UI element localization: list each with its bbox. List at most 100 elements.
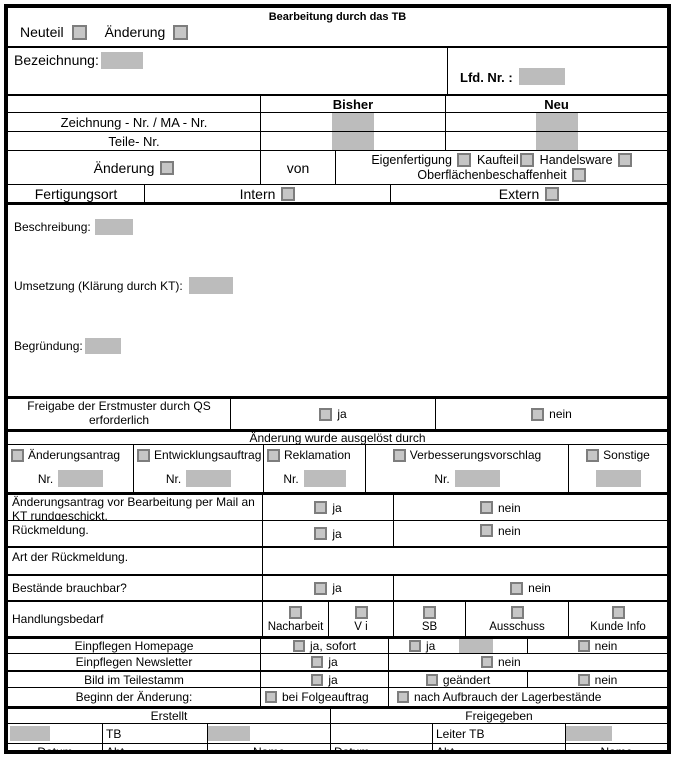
vi-cell: V i [328,602,393,636]
entwicklungsauftrag-checkbox[interactable] [137,448,150,462]
freigabe-nein-label: nein [549,407,572,421]
homepage-field[interactable] [459,639,494,653]
aenderung-cell: Änderung [8,151,260,184]
vi-checkbox[interactable] [354,606,368,619]
art-rueckmeldung-label: Art der Rückmeldung. [12,550,129,564]
entwicklungsauftrag-nr-field[interactable] [186,470,232,487]
option-nr: Nr. [434,470,500,487]
mail-nein-checkbox[interactable] [480,501,493,514]
reklamation-nr-field[interactable] [303,470,346,487]
sonstige-checkbox[interactable] [586,448,600,462]
rueckmeldung-nein-checkbox[interactable] [480,524,493,537]
umsetzung-field[interactable] [188,277,233,294]
reklamation-checkbox[interactable] [267,448,280,462]
beschreibung-field[interactable] [94,219,133,235]
sonstige-field[interactable] [595,470,641,487]
begruendung-field[interactable] [84,338,121,354]
sonstige-label: Sonstige [603,448,650,462]
bestaende-ja-checkbox[interactable] [314,581,328,595]
neu-header: Neu [445,96,667,112]
homepage-nein-label: nein [594,639,618,653]
aenderung-row-checkbox[interactable] [160,160,175,175]
folgeauftrag-checkbox[interactable] [265,691,277,703]
bestaende-nein-checkbox[interactable] [510,581,524,595]
neuteil-checkbox[interactable] [71,24,87,40]
rueckmeldung-ja-checkbox[interactable] [314,527,328,540]
name-label-1: Name [207,744,330,750]
eigenfertigung-checkbox[interactable] [456,152,471,167]
homepage-ja-sofort-checkbox[interactable] [292,640,305,652]
newsletter-ja-checkbox[interactable] [311,656,324,668]
umsetzung-row: Umsetzung (Klärung durch KT): [14,277,233,294]
kunde-info-cell: Kunde Info [568,602,667,636]
freetext-section: Beschreibung: Umsetzung (Klärung durch K… [8,202,667,396]
mail-ja-checkbox[interactable] [314,501,328,514]
teile-bisher-field[interactable] [332,132,374,150]
aufbrauch-checkbox[interactable] [397,691,409,703]
erstellt-datum-field[interactable] [10,726,50,741]
teilestamm-nein-cell: nein [527,672,667,687]
rueckmeldung-row: Rückmeldung. ja nein [8,520,667,546]
homepage-nein-checkbox[interactable] [577,640,590,652]
extern-label: Extern [498,185,540,202]
newsletter-nein-checkbox[interactable] [481,656,493,668]
freigabe-ja-checkbox[interactable] [319,407,333,421]
ausschuss-checkbox[interactable] [510,606,524,619]
erstellt-name-field[interactable] [208,726,250,741]
oberflaeche-label: Oberflächenbeschaffenheit [417,168,567,182]
kaufteil-checkbox[interactable] [519,152,534,167]
aenderungsantrag-checkbox[interactable] [11,448,24,462]
teilestamm-nein-label: nein [594,672,618,687]
lfd-nr-field[interactable] [518,68,565,85]
kunde-info-checkbox[interactable] [611,606,625,619]
art-rueckmeldung-field-cell[interactable] [262,548,667,574]
datum-label-1: Datum [37,745,73,754]
intern-checkbox[interactable] [281,186,296,201]
teilestamm-ja-label: ja [328,672,338,687]
bezeichnung-field[interactable] [100,52,143,69]
rueckmeldung-ja-cell: ja [262,521,393,546]
freigabe-nein-checkbox[interactable] [531,407,545,421]
bestaende-ja-label: ja [332,581,342,595]
ausgeloest-options-row: Änderungsantrag Nr. Entwicklungsauftrag … [8,444,667,492]
newsletter-ja-cell: ja [260,654,388,670]
sb-cell: SB [393,602,465,636]
signature-label-row: Datum Abt. Name Datum Abt. Name [8,743,667,754]
zeichnung-row: Zeichnung - Nr. / MA - Nr. [8,112,667,131]
vi-label: V i [354,621,368,633]
kunde-info-label: Kunde Info [590,621,646,633]
teilestamm-ja-cell: ja [260,672,388,687]
homepage-ja-checkbox[interactable] [409,640,421,652]
teilestamm-ja-checkbox[interactable] [311,673,324,686]
nr-label: Nr. [283,471,299,486]
von-cell: von [260,151,335,184]
verbesserungsvorschlag-nr-field[interactable] [454,470,500,487]
oberflaeche-checkbox[interactable] [571,168,586,183]
lfd-nr-label: Lfd. Nr. : [460,70,513,85]
art-rueckmeldung-row: Art der Rückmeldung. [8,546,667,574]
aenderung-checkbox[interactable] [173,24,189,40]
fertigungsart-line1: Eigenfertigung Kaufteil Handelsware [371,152,632,167]
extern-checkbox[interactable] [545,186,560,201]
zeichnung-neu-field[interactable] [535,113,578,131]
nacharbeit-checkbox[interactable] [289,606,302,619]
freigegeben-name-field[interactable] [566,726,612,741]
freigegeben-name-cell [565,724,667,743]
erstellt-header: Erstellt [150,709,188,723]
homepage-ja-label: ja [426,639,436,653]
handelsware-checkbox[interactable] [617,152,632,167]
sb-checkbox[interactable] [423,606,436,619]
zeichnung-bisher-field[interactable] [332,113,374,131]
neuteil-label: Neuteil [20,24,64,40]
teilestamm-geaendert-checkbox[interactable] [425,673,438,686]
teilestamm-nein-checkbox[interactable] [577,673,590,686]
teile-neu-cell [445,132,667,150]
aenderungsantrag-nr-field[interactable] [58,470,104,487]
ausgeloest-option-3: Verbesserungsvorschlag Nr. [365,445,568,492]
ausgeloest-option-0: Änderungsantrag Nr. [8,445,133,492]
teile-neu-field[interactable] [535,132,578,150]
option-head: Verbesserungsvorschlag [392,448,541,462]
verbesserungsvorschlag-checkbox[interactable] [392,448,406,462]
mail-nein-cell: nein [393,495,667,520]
sb-label: SB [421,621,438,633]
